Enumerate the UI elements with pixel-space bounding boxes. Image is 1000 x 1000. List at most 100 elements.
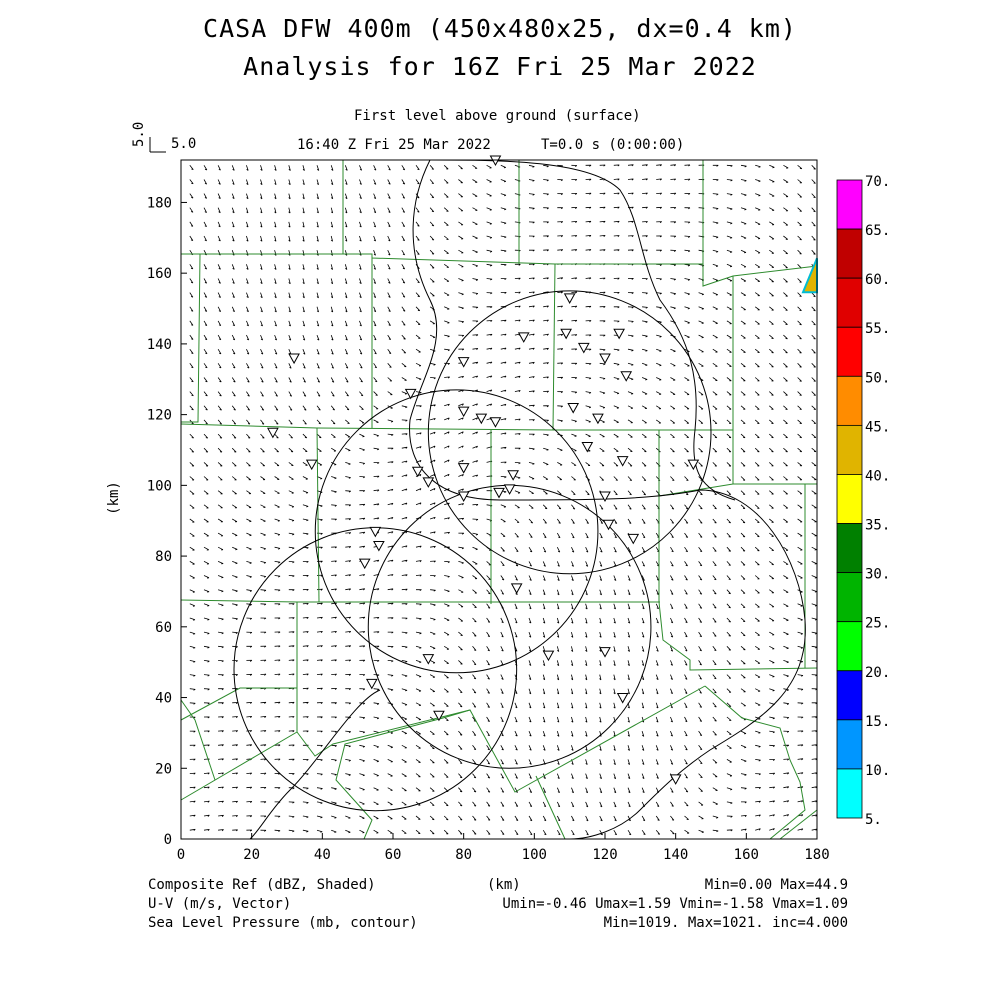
wind-vector-470 xyxy=(316,292,319,299)
wind-vector-730 xyxy=(401,688,408,692)
wind-vector-636 xyxy=(373,660,380,662)
wind-vector-1462 xyxy=(613,518,618,524)
wind-vector-436 xyxy=(316,773,323,776)
wind-vector-294 xyxy=(274,744,281,747)
wind-vector-162 xyxy=(232,575,238,579)
wind-vector-1878 xyxy=(740,744,747,749)
wind-vector-626 xyxy=(373,801,379,805)
wind-vector-1722 xyxy=(684,235,691,238)
x-tick-label-120: 120 xyxy=(592,847,617,863)
reference-vector-label: 5.0 xyxy=(171,136,196,152)
wind-vector-1653 xyxy=(670,532,674,538)
wind-vector-736 xyxy=(401,603,408,606)
wind-vector-781 xyxy=(415,645,422,649)
wind-vector-2128 xyxy=(811,603,818,607)
wind-vector-428 xyxy=(302,207,305,214)
wind-vector-957 xyxy=(458,193,464,198)
wind-vector-369 xyxy=(288,363,292,369)
wind-vector-651 xyxy=(373,447,380,451)
wind-vector-326 xyxy=(274,292,277,299)
wind-vector-1710 xyxy=(684,405,690,410)
wind-vector-551 xyxy=(345,504,352,507)
wind-vector-686 xyxy=(387,631,394,634)
wind-vector-1806 xyxy=(712,405,718,410)
wind-vector-890 xyxy=(444,459,450,463)
wind-vector-1891 xyxy=(740,561,746,566)
wind-vector-527 xyxy=(330,165,334,171)
wind-vector-1843 xyxy=(726,561,731,566)
wind-vector-964 xyxy=(472,773,477,779)
wind-vector-479 xyxy=(316,165,320,171)
wind-vector-1807 xyxy=(712,391,718,396)
wind-vector-910 xyxy=(443,179,449,184)
wind-vector-536 xyxy=(345,716,352,719)
wind-vector-1655 xyxy=(670,504,675,510)
wind-vector-1933 xyxy=(754,645,761,650)
wind-vector-1217 xyxy=(542,589,546,596)
wind-vector-225 xyxy=(246,363,250,369)
wind-vector-355 xyxy=(288,561,295,564)
wind-vector-266 xyxy=(260,462,266,467)
radar-site-4 xyxy=(288,353,300,365)
wind-vector-19 xyxy=(189,561,195,565)
wind-vector-474 xyxy=(316,235,319,242)
radar-site-33 xyxy=(358,558,371,570)
wind-vector-563 xyxy=(344,334,348,341)
county-line-5 xyxy=(180,423,733,431)
wind-vector-2126 xyxy=(811,631,818,635)
wind-vector-1914 xyxy=(740,235,747,239)
wind-vector-1873 xyxy=(740,815,747,818)
wind-vector-1537 xyxy=(641,815,646,822)
wind-vector-284 xyxy=(260,207,263,214)
wind-vector-2105 xyxy=(797,249,802,255)
wind-vector-68 xyxy=(203,546,209,551)
wind-vector-1996 xyxy=(769,433,774,439)
wind-vector-1610 xyxy=(655,462,661,467)
wind-vector-664 xyxy=(373,264,376,270)
wind-vector-344 xyxy=(288,716,295,719)
wind-vector-703 xyxy=(387,391,393,396)
wind-vector-1844 xyxy=(726,546,731,552)
wind-vector-582 xyxy=(359,744,365,748)
x-tick-label-100: 100 xyxy=(522,847,547,863)
wind-vector-1643 xyxy=(670,674,673,680)
wind-vector-1261 xyxy=(556,646,560,652)
wind-vector-973 xyxy=(472,646,477,651)
wind-vector-1692 xyxy=(684,660,688,666)
wind-vector-1523 xyxy=(627,334,634,338)
wind-vector-2073 xyxy=(797,702,804,705)
wind-vector-141 xyxy=(217,193,221,199)
radar-site-11 xyxy=(457,406,470,418)
wind-vector-657 xyxy=(373,363,378,369)
wind-vector-1417 xyxy=(599,476,604,481)
wind-vector-1852 xyxy=(726,433,732,439)
wind-vector-427 xyxy=(302,221,305,228)
wind-vector-814 xyxy=(415,179,420,185)
wind-vector-1218 xyxy=(542,575,546,581)
wind-vector-1553 xyxy=(641,589,645,596)
wind-vector-1250 xyxy=(556,801,561,808)
wind-vector-760 xyxy=(401,264,406,270)
wind-vector-159 xyxy=(232,617,238,621)
wind-vector-1926 xyxy=(755,744,761,748)
wind-vector-787 xyxy=(415,560,422,563)
wind-vector-524 xyxy=(330,207,334,214)
county-line-9 xyxy=(732,430,817,485)
y-tick-label-140: 140 xyxy=(147,337,172,353)
wind-vector-1900 xyxy=(740,433,746,439)
wind-vector-1505 xyxy=(627,589,631,596)
wind-vector-960 xyxy=(472,829,477,835)
wind-vector-165 xyxy=(232,532,238,537)
wind-vector-1143 xyxy=(514,277,521,280)
wind-vector-1895 xyxy=(740,504,746,509)
wind-vector-2029 xyxy=(783,645,789,650)
wind-vector-1258 xyxy=(556,688,560,695)
wind-vector-621 xyxy=(359,193,362,200)
wind-vector-1571 xyxy=(642,334,648,338)
wind-vector-2030 xyxy=(783,631,789,636)
wind-vector-778 xyxy=(415,688,422,692)
wind-vector-1357 xyxy=(585,646,588,652)
wind-vector-1940 xyxy=(754,546,760,552)
wind-vector-207 xyxy=(246,617,253,620)
wind-vector-65 xyxy=(203,589,210,593)
